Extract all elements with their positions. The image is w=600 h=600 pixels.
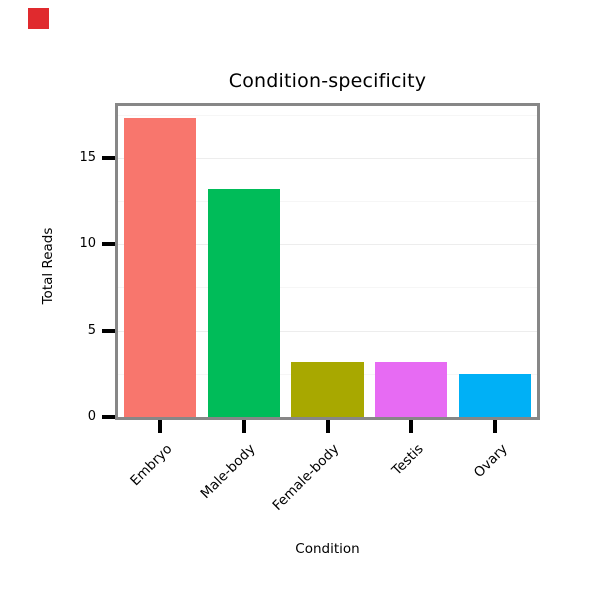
bar-slot-male-body	[202, 106, 286, 417]
chart-title: Condition-specificity	[228, 70, 427, 92]
gridline-major-15	[118, 157, 537, 159]
bar-ovary	[459, 373, 532, 417]
bar-embryo	[123, 118, 196, 417]
x-tick-ovary	[493, 420, 498, 433]
y-tick-label-15: 15	[79, 149, 96, 165]
bar-slot-female-body	[286, 106, 370, 417]
y-axis-title: Total Reads	[40, 227, 56, 305]
plot-panel	[118, 106, 537, 417]
x-tick-label-male-body: Male-body	[198, 441, 260, 502]
x-tick-female-body	[325, 420, 330, 433]
bar-slot-testis	[369, 106, 453, 417]
y-tick-15	[102, 155, 115, 160]
x-axis-title: Condition	[295, 541, 360, 557]
bar-male-body	[207, 188, 280, 417]
y-tick-label-5: 5	[87, 322, 96, 338]
x-tick-embryo	[157, 420, 162, 433]
corner-marker-square	[28, 8, 49, 29]
x-tick-label-testis: Testis	[388, 441, 427, 479]
bar-testis	[375, 361, 448, 417]
x-tick-male-body	[241, 420, 246, 433]
gridline-minor-7.5	[118, 287, 537, 289]
bar-slot-embryo	[118, 106, 202, 417]
bar-female-body	[291, 361, 364, 417]
gridline-minor-17.5	[118, 114, 537, 116]
x-tick-label-embryo: Embryo	[127, 441, 176, 490]
gridline-major-10	[118, 244, 537, 246]
bars-container	[118, 106, 537, 417]
gridline-major-5	[118, 330, 537, 332]
y-tick-5	[102, 328, 115, 333]
y-tick-label-10: 10	[79, 236, 96, 252]
x-tick-label-female-body: Female-body	[269, 441, 343, 514]
y-tick-10	[102, 242, 115, 247]
x-tick-testis	[409, 420, 414, 433]
x-tick-label-ovary: Ovary	[470, 441, 511, 481]
y-tick-label-0: 0	[87, 409, 96, 424]
bar-slot-ovary	[453, 106, 537, 417]
gridline-minor-12.5	[118, 201, 537, 203]
y-tick-0	[102, 415, 115, 419]
plot-frame	[115, 103, 540, 420]
